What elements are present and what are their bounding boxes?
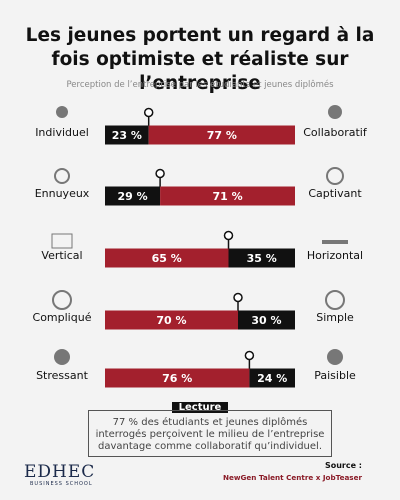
- bar-left: [105, 186, 161, 206]
- logo-subtitle: BUSINESS SCHOOL: [30, 481, 93, 487]
- bar-right: [160, 186, 295, 206]
- left-label: Vertical: [41, 249, 82, 262]
- pin: [155, 168, 165, 179]
- logo: EDHEC: [24, 462, 96, 482]
- icon: [54, 349, 70, 365]
- icon: [52, 290, 72, 310]
- icon: [56, 106, 68, 118]
- value-label: 65 %: [152, 252, 182, 265]
- pin: [244, 350, 255, 361]
- value-label: 76 %: [162, 372, 192, 385]
- bar-left: [105, 368, 250, 388]
- source: NewGen Talent Centre x JobTeaser: [222, 473, 362, 482]
- icon: [325, 290, 345, 310]
- left-label: Stressant: [36, 369, 89, 382]
- pin: [233, 292, 243, 303]
- icons: [51, 105, 348, 365]
- value-label: 71 %: [212, 190, 242, 203]
- pin: [143, 107, 154, 118]
- source-label: Source :: [324, 461, 362, 470]
- value-label: 24 %: [257, 372, 287, 385]
- right-label: Paisible: [314, 369, 356, 382]
- bar-right: [249, 368, 295, 388]
- value-label: 23 %: [112, 129, 142, 142]
- note: 77 % des étudiants et jeunes diplômés in…: [88, 410, 332, 457]
- value-label: 29 %: [117, 190, 147, 203]
- bar-left: [105, 125, 149, 145]
- value-label: 30 %: [251, 314, 281, 327]
- icon: [51, 233, 73, 249]
- right-label: Captivant: [308, 187, 362, 200]
- bar-left: [105, 310, 238, 330]
- title: Les jeunes portent un regard à la fois o…: [25, 25, 375, 94]
- right-label: Simple: [316, 311, 354, 324]
- value-label: 77 %: [207, 129, 237, 142]
- icon: [328, 105, 342, 119]
- icon: [327, 349, 343, 365]
- bar-right: [238, 310, 295, 330]
- value-label: 70 %: [156, 314, 186, 327]
- bar-right: [228, 248, 295, 268]
- right-label: Collaboratif: [303, 126, 368, 139]
- right-label: Horizontal: [307, 249, 363, 262]
- left-label: Individuel: [35, 126, 89, 139]
- icon: [326, 167, 344, 185]
- value-label: 35 %: [247, 252, 277, 265]
- icon: [54, 168, 70, 184]
- subtitle: Perception de l’entreprise par les étudi…: [66, 80, 334, 90]
- left-label: Compliqué: [33, 311, 92, 324]
- bar-right: [148, 125, 295, 145]
- pin: [223, 230, 234, 241]
- note-title: Lecture: [172, 402, 228, 413]
- chart: 23 % 77 % Individuel Collaboratif 29 % 71 % En…: [33, 105, 368, 388]
- icon: [322, 240, 348, 244]
- left-label: Ennuyeux: [35, 187, 90, 200]
- bar-left: [105, 248, 229, 268]
